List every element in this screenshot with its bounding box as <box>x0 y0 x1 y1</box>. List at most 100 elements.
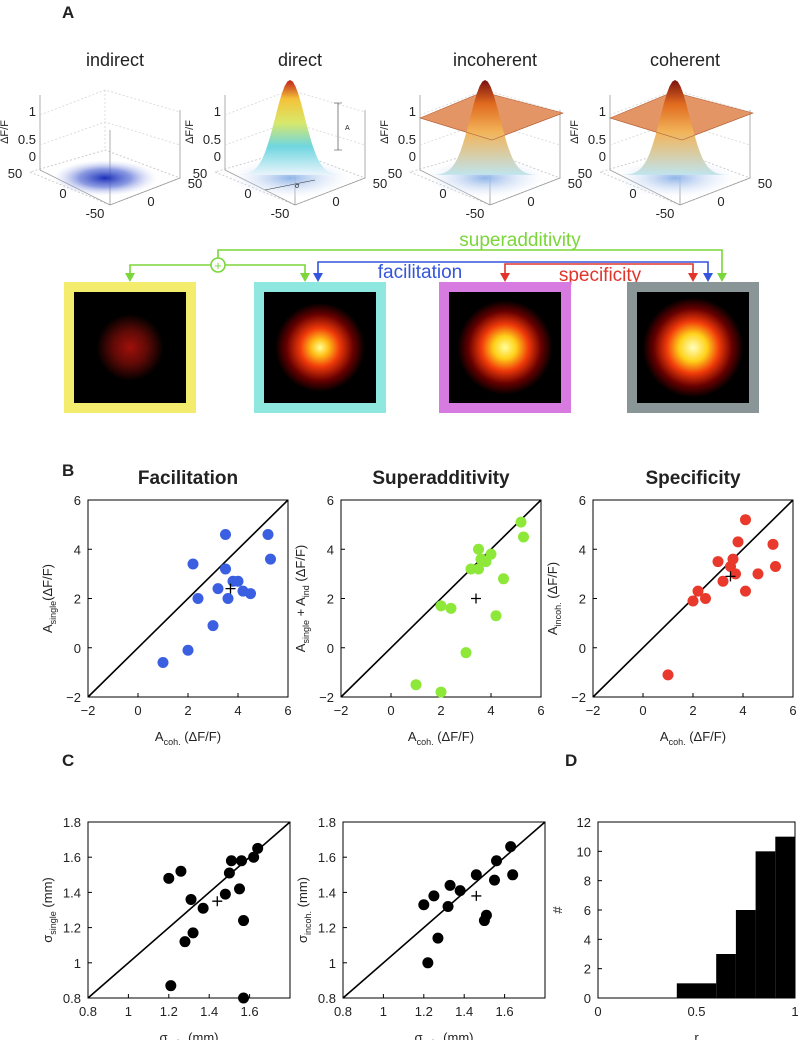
x-tick-label: 6 <box>537 703 544 718</box>
mean-marker <box>471 890 482 901</box>
point <box>197 902 209 914</box>
x-tick-label: 4 <box>487 703 494 718</box>
plot-title: incoherent <box>453 50 537 70</box>
label-subscript: incoh. <box>303 911 313 935</box>
xy-tick-label: 0 <box>332 194 339 209</box>
point <box>454 885 466 897</box>
y-axis-label: σsingle (mm) <box>40 877 58 942</box>
connections <box>129 249 723 275</box>
y-tick-label: 0 <box>327 641 334 656</box>
y-tick-label: 6 <box>74 493 81 508</box>
point <box>435 600 447 612</box>
label-part: σ <box>295 935 310 943</box>
y-tick-label: 0.8 <box>318 991 336 1006</box>
panel-label: D <box>565 751 577 770</box>
bar <box>696 983 717 998</box>
point <box>187 558 199 570</box>
heatmap-spot <box>264 292 376 403</box>
surface-plot <box>213 80 367 206</box>
x-tick-label: 0.5 <box>687 1004 705 1019</box>
label-part: σ <box>40 935 55 943</box>
z-tick-label: 0.5 <box>398 132 416 147</box>
xy-tick-label: -50 <box>271 206 290 221</box>
point <box>182 644 194 656</box>
point <box>175 865 187 877</box>
gaussian-surface <box>430 80 540 175</box>
superadditivity-label: superadditivity <box>459 230 581 251</box>
x-axis-label: r <box>694 1030 699 1040</box>
xy-tick-label: 0 <box>59 186 66 201</box>
x-tick-label: 2 <box>689 703 696 718</box>
sum-circle <box>210 257 226 273</box>
xy-tick-label: 0 <box>629 186 636 201</box>
y-tick-label: 1.4 <box>63 885 81 900</box>
x-tick-label: 1.4 <box>200 1004 218 1019</box>
sum-symbol: + <box>214 258 222 273</box>
y-tick-label: 8 <box>584 874 591 889</box>
point <box>692 585 704 597</box>
point <box>460 647 472 659</box>
z-tick-label: 0.5 <box>18 132 36 147</box>
point <box>185 893 197 905</box>
x-tick-label: 0.8 <box>79 1004 97 1019</box>
point <box>219 888 231 900</box>
point <box>727 553 739 565</box>
identity-line <box>340 499 542 698</box>
x-tick-label: 0 <box>594 1004 601 1019</box>
y-tick-label: 6 <box>579 493 586 508</box>
point <box>225 855 237 867</box>
x-tick-label: 6 <box>284 703 291 718</box>
y-tick-label: −2 <box>66 690 81 705</box>
label-part: A <box>545 626 560 635</box>
xy-tick-label: 50 <box>758 176 772 191</box>
y-tick-label: 0.8 <box>63 991 81 1006</box>
label-part: (ΔF/F) <box>40 564 55 601</box>
y-tick-label: 1.4 <box>318 885 336 900</box>
y-axis-label: σincoh. (mm) <box>295 877 313 943</box>
label-subscript: incoh. <box>553 602 563 626</box>
y-tick-label: −2 <box>319 690 334 705</box>
bar <box>676 983 697 998</box>
facilitation-line <box>317 261 709 275</box>
point <box>485 548 497 560</box>
label-part: (ΔF/F) <box>181 729 221 744</box>
y-tick-label: 10 <box>577 844 591 859</box>
point <box>262 528 274 540</box>
bar <box>775 836 795 998</box>
point <box>498 573 509 585</box>
point <box>252 842 264 854</box>
xy-tick-label: -50 <box>656 206 675 221</box>
specificity-label: specificity <box>559 265 642 286</box>
heatmap-spot <box>449 292 561 403</box>
mean-marker <box>212 896 223 907</box>
label-subscript: single <box>301 620 311 644</box>
y-tick-label: 1 <box>329 956 336 971</box>
z-axis-label: ΔF/F <box>0 120 11 144</box>
point <box>507 869 519 881</box>
point <box>687 595 699 607</box>
point <box>444 879 456 891</box>
y-tick-label: 1 <box>74 956 81 971</box>
plot-title: coherent <box>650 50 720 70</box>
xy-tick-label: 0 <box>717 194 724 209</box>
point <box>220 528 231 540</box>
point <box>220 563 231 575</box>
heatmaps <box>64 282 759 413</box>
point <box>234 883 245 895</box>
y-tick-label: 2 <box>327 592 334 607</box>
point <box>740 585 751 597</box>
point <box>222 593 234 604</box>
panel-label: A <box>62 3 74 22</box>
panel-label: C <box>62 751 74 770</box>
xy-tick-label: 0 <box>527 194 534 209</box>
x-tick-label: 1.2 <box>160 1004 178 1019</box>
point <box>700 593 711 604</box>
x-tick-label: 1.2 <box>415 1004 433 1019</box>
heatmap-spot <box>74 292 186 403</box>
label-part: # <box>550 906 565 914</box>
sum-line <box>129 264 306 275</box>
point <box>473 543 484 555</box>
y-tick-label: −2 <box>571 690 586 705</box>
z-tick-label: 0.5 <box>203 132 221 147</box>
x-axis-label: σcoh. (mm) <box>415 1030 474 1040</box>
